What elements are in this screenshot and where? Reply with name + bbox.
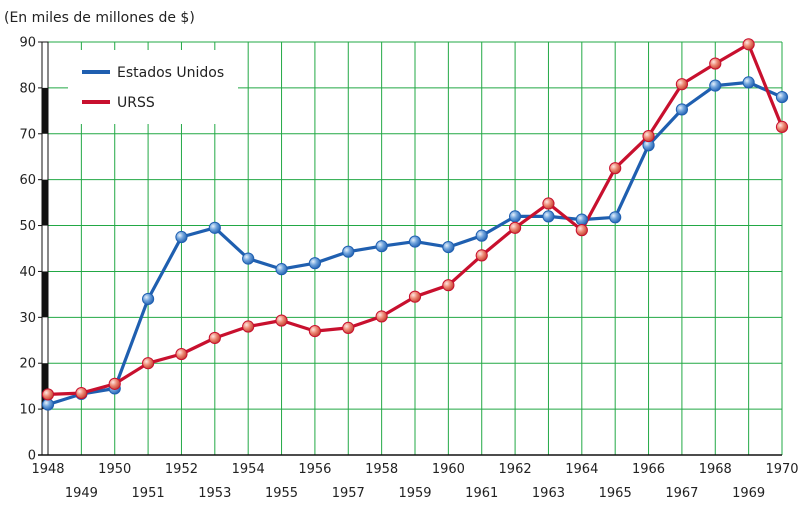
- data-point: [508, 210, 522, 223]
- y-tick-label: 80: [19, 81, 36, 96]
- data-point: [342, 245, 355, 258]
- data-point: [542, 210, 555, 223]
- data-point: [41, 388, 55, 401]
- x-tick-label: 1969: [732, 486, 765, 501]
- x-tick-label: 1955: [265, 486, 298, 501]
- data-point: [742, 76, 755, 89]
- data-point: [41, 398, 55, 411]
- data-point: [342, 321, 355, 334]
- axes: [38, 41, 782, 456]
- y-tick-label: 30: [19, 311, 36, 326]
- data-point: [75, 386, 88, 400]
- data-point: [642, 129, 655, 143]
- y-tick-label: 50: [19, 219, 36, 234]
- x-tick-label: 1958: [365, 462, 398, 477]
- x-tick-label: 1950: [98, 462, 131, 477]
- data-point: [208, 221, 221, 234]
- data-point: [242, 320, 255, 333]
- data-point: [675, 78, 689, 91]
- series-group: [41, 38, 789, 411]
- y-axis-strip-block: [42, 363, 48, 410]
- data-point: [775, 120, 789, 133]
- legend-box: [68, 50, 238, 124]
- y-tick-label: 40: [19, 265, 36, 280]
- y-tick-label: 10: [19, 403, 36, 418]
- y-tick-label: 0: [28, 449, 36, 464]
- x-tick-label: 1951: [132, 486, 165, 501]
- data-point: [609, 211, 622, 224]
- x-tick-label: 1968: [699, 462, 732, 477]
- x-tick-label: 1959: [398, 486, 431, 501]
- y-axis-strip-block: [42, 87, 48, 134]
- x-tick-label: 1953: [198, 486, 231, 501]
- data-point: [442, 279, 455, 292]
- y-tick-label: 60: [19, 173, 36, 188]
- x-tick-label: 1966: [632, 462, 665, 477]
- x-tick-label: 1952: [165, 462, 198, 477]
- x-tick-label: 1963: [532, 486, 565, 501]
- data-point: [709, 79, 722, 92]
- data-point: [108, 377, 121, 390]
- x-tick-label: 1967: [665, 486, 698, 501]
- data-point: [375, 240, 388, 253]
- x-tick-label: 1962: [499, 462, 532, 477]
- data-point: [275, 314, 288, 327]
- data-point: [208, 331, 221, 345]
- y-axis-strip-block: [42, 179, 48, 226]
- data-point: [308, 325, 322, 338]
- legend-label: Estados Unidos: [117, 65, 224, 81]
- x-tick-label: 1965: [599, 486, 632, 501]
- data-point: [408, 235, 422, 248]
- data-point: [408, 290, 422, 303]
- data-point: [141, 357, 155, 370]
- y-tick-label: 90: [19, 36, 36, 51]
- data-point: [508, 221, 522, 234]
- data-point: [675, 103, 689, 116]
- data-point: [575, 213, 588, 226]
- data-point: [375, 310, 388, 323]
- data-point: [175, 230, 188, 244]
- data-point: [242, 252, 255, 265]
- data-point: [709, 57, 722, 70]
- data-point: [575, 224, 588, 237]
- legend-label: URSS: [117, 95, 155, 111]
- x-tick-label: 1964: [565, 462, 598, 477]
- data-point: [742, 38, 755, 51]
- data-point: [775, 90, 789, 104]
- y-tick-label: 20: [19, 357, 36, 372]
- y-tick-label: 70: [19, 127, 36, 142]
- data-point: [175, 347, 188, 361]
- data-point: [475, 249, 488, 262]
- x-tick-label: 1954: [232, 462, 265, 477]
- data-point: [542, 197, 555, 210]
- x-tick-label: 1948: [31, 462, 64, 477]
- x-tick-label: 1961: [465, 486, 498, 501]
- data-point: [141, 292, 155, 306]
- data-point: [308, 257, 322, 270]
- y-axis-strip-block: [42, 271, 48, 318]
- legend: Estados Unidos URSS: [68, 50, 238, 124]
- x-tick-label: 1956: [298, 462, 331, 477]
- data-point: [275, 263, 288, 276]
- x-tick-label: 1957: [332, 486, 365, 501]
- data-point: [609, 162, 622, 175]
- x-tick-label: 1970: [765, 462, 798, 477]
- unit-label: (En miles de millones de $): [4, 10, 195, 26]
- x-tick-label: 1960: [432, 462, 465, 477]
- x-tick-label: 1949: [65, 486, 98, 501]
- data-point: [475, 229, 488, 242]
- data-point: [442, 241, 455, 254]
